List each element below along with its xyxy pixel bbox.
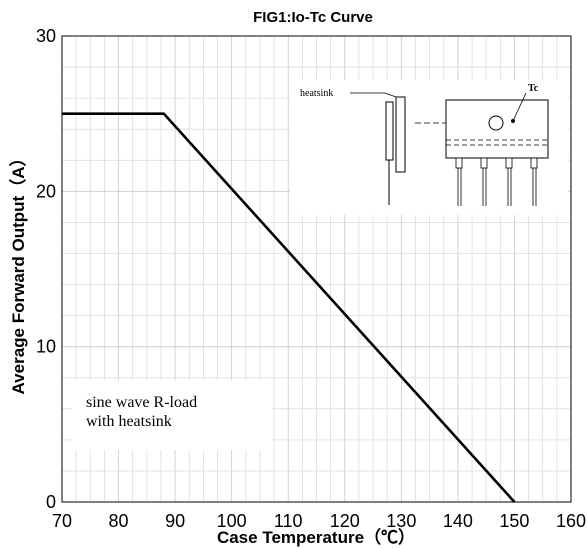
x-tick-label: 100 bbox=[217, 511, 247, 531]
y-tick-label: 10 bbox=[36, 337, 56, 357]
series-group bbox=[62, 112, 516, 503]
heatsink-label: heatsink bbox=[300, 88, 333, 99]
condition-line2: with heatsink bbox=[86, 413, 172, 430]
bridge-leads bbox=[455, 157, 538, 206]
x-tick-label: 140 bbox=[443, 511, 473, 531]
condition-line1: sine wave R-load bbox=[86, 394, 197, 411]
x-tick-label: 110 bbox=[274, 511, 303, 531]
bridge-side bbox=[385, 101, 394, 161]
y-tick-label: 0 bbox=[46, 492, 56, 512]
heatsink-diagram: heatsink Tc bbox=[300, 83, 549, 206]
y-axis-label: Average Forward Output（A） bbox=[8, 150, 28, 395]
x-tick-labels: 70 80 90 100 110 120 130 140 150 160 bbox=[52, 511, 586, 531]
chart-title: FIG1:Io-Tc Curve bbox=[253, 9, 373, 26]
x-tick-label: 130 bbox=[386, 511, 416, 531]
y-tick-label: 30 bbox=[36, 26, 56, 46]
series-line bbox=[62, 112, 516, 503]
x-tick-label: 120 bbox=[330, 511, 360, 531]
heatsink-plate bbox=[395, 96, 406, 173]
tc-label: Tc bbox=[528, 83, 539, 94]
y-tick-label: 20 bbox=[36, 181, 56, 201]
y-tick-labels: 0 10 20 30 bbox=[36, 26, 56, 512]
x-tick-label: 90 bbox=[165, 511, 185, 531]
heatsink-leader bbox=[350, 92, 397, 98]
condition-background bbox=[72, 380, 272, 450]
x-axis-label: Case Temperature（℃） bbox=[217, 527, 415, 547]
x-tick-label: 80 bbox=[109, 511, 129, 531]
mounting-hole bbox=[488, 115, 504, 131]
x-tick-label: 150 bbox=[499, 511, 529, 531]
x-tick-label: 70 bbox=[52, 511, 72, 531]
plot-frame bbox=[61, 35, 572, 503]
tc-leader bbox=[512, 92, 527, 122]
x-tick-label: 160 bbox=[556, 511, 586, 531]
